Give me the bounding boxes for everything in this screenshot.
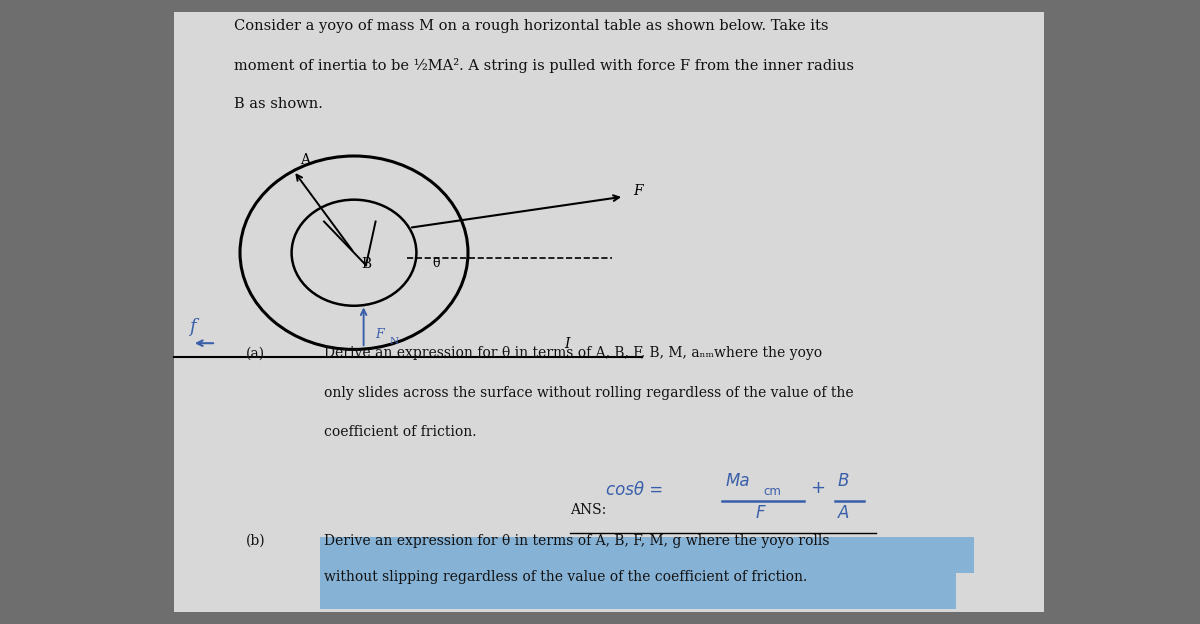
Text: θ: θ — [432, 257, 439, 270]
Text: moment of inertia to be ½MA². A string is pulled with force F from the inner rad: moment of inertia to be ½MA². A string i… — [234, 58, 854, 73]
Text: A: A — [838, 504, 848, 522]
Text: cm: cm — [763, 485, 781, 498]
Text: F: F — [376, 328, 384, 341]
Text: F: F — [756, 504, 766, 522]
Text: Consider a yoyo of mass M on a rough horizontal table as shown below. Take its: Consider a yoyo of mass M on a rough hor… — [234, 19, 828, 32]
Text: (b): (b) — [246, 534, 265, 547]
Text: Derive an expression for θ in terms of A, B, F, M, g where the yoyo rolls: Derive an expression for θ in terms of A… — [324, 534, 829, 547]
Text: I: I — [564, 336, 570, 351]
Text: coefficient of friction.: coefficient of friction. — [324, 425, 476, 439]
Text: +: + — [810, 479, 826, 497]
Text: B: B — [838, 472, 848, 490]
Text: only slides across the surface without rolling regardless of the value of the: only slides across the surface without r… — [324, 386, 853, 399]
Text: (a): (a) — [246, 346, 265, 360]
FancyBboxPatch shape — [320, 537, 974, 573]
Text: A: A — [300, 154, 310, 167]
Text: Derive an expression for θ in terms of A, B, F, B, M, aₙₘwhere the yoyo: Derive an expression for θ in terms of A… — [324, 346, 822, 360]
Text: f: f — [190, 318, 197, 336]
FancyBboxPatch shape — [320, 573, 956, 609]
Text: B: B — [361, 257, 371, 271]
Text: Ma: Ma — [726, 472, 751, 490]
Text: B as shown.: B as shown. — [234, 97, 323, 111]
FancyBboxPatch shape — [174, 12, 1044, 612]
Text: ANS:: ANS: — [570, 503, 606, 517]
Text: N: N — [390, 338, 400, 346]
Text: cosθ =: cosθ = — [606, 481, 664, 499]
Text: F: F — [634, 183, 643, 198]
Text: without slipping regardless of the value of the coefficient of friction.: without slipping regardless of the value… — [324, 570, 808, 583]
